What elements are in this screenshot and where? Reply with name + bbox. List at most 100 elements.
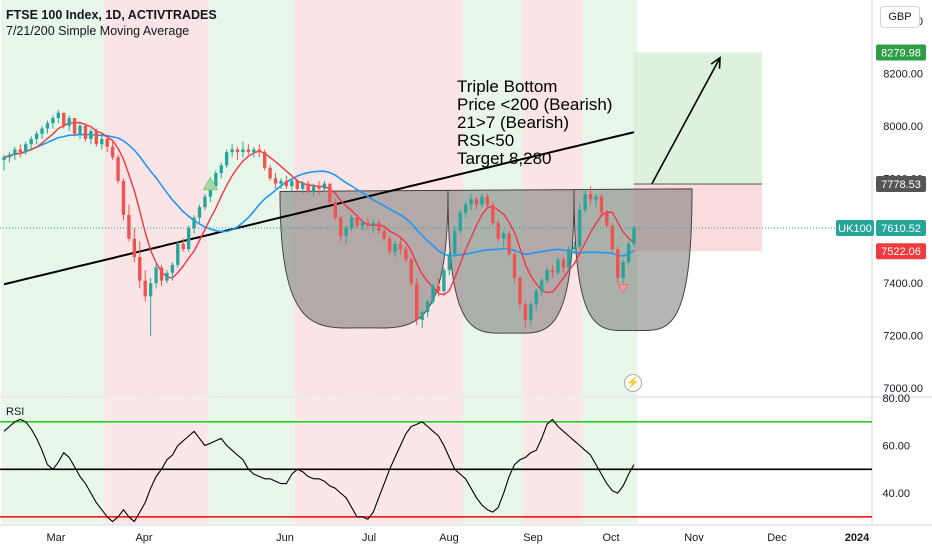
signal-zone — [218, 0, 225, 396]
signal-zone — [185, 0, 192, 396]
candle-body — [469, 199, 473, 205]
lightning-icon[interactable]: ⚡ — [624, 374, 642, 392]
candle-body — [78, 125, 82, 134]
rsi-signal-zone — [142, 398, 149, 524]
rsi-signal-zone — [538, 398, 545, 524]
candle-body — [366, 222, 370, 226]
signal-zone — [104, 0, 111, 396]
signal-zone — [17, 0, 24, 396]
rsi-signal-zone — [625, 398, 632, 524]
candle-body — [529, 304, 533, 320]
candle-body — [176, 243, 180, 265]
rsi-signal-zone — [435, 398, 442, 524]
rsi-signal-zone — [180, 398, 187, 524]
signal-zone — [71, 0, 78, 396]
candle-body — [550, 270, 555, 273]
candle-body — [583, 194, 587, 210]
currency-button[interactable]: GBP — [880, 6, 920, 28]
sma-200-line — [3, 131, 635, 286]
candle-body — [143, 280, 147, 297]
time-tick-label: Nov — [684, 532, 704, 544]
time-axis[interactable]: Mar Apr Jun Jul Aug Sep Oct Nov Dec 2024 — [47, 532, 871, 544]
rsi-signal-zone — [495, 398, 502, 524]
rsi-signal-zone — [213, 398, 220, 524]
symbol-tag: UK100 — [838, 223, 872, 235]
candle-body — [273, 178, 278, 184]
signal-zone — [175, 0, 182, 396]
time-tick-label: Jun — [276, 532, 294, 544]
candle-body — [317, 186, 321, 189]
candle-body — [431, 285, 435, 302]
rsi-signal-zone — [332, 398, 339, 524]
rsi-signal-zone — [147, 398, 154, 524]
entry-price-tag: 7778.53 — [881, 179, 921, 191]
rsi-signal-zone — [506, 398, 513, 524]
candle-body — [208, 186, 213, 197]
candle-body — [436, 285, 441, 292]
candle-body — [387, 238, 392, 252]
rsi-label[interactable]: RSI — [6, 406, 25, 418]
candle-body — [328, 183, 332, 202]
candle-body — [447, 254, 452, 271]
price-tick-label: 8200.00 — [883, 68, 923, 80]
rsi-signal-zone — [419, 398, 426, 524]
rsi-signal-zone — [381, 398, 388, 524]
signal-zone — [115, 0, 122, 396]
signal-zone — [82, 0, 89, 396]
annotation-line-5: Target 8,280 — [457, 149, 552, 168]
candle-body — [148, 283, 153, 297]
candle-body — [181, 243, 185, 250]
rsi-signal-zone — [408, 398, 415, 524]
rsi-signal-zone — [305, 398, 312, 524]
candle-body — [100, 138, 104, 145]
rsi-signal-zone — [343, 398, 350, 524]
sma-21-path — [3, 133, 635, 257]
price-labels: 8279.98 7778.53 UK100 7610.52 7522.06 — [0, 44, 926, 260]
candle-body — [453, 230, 457, 255]
candle-body — [306, 183, 310, 192]
candle-body — [561, 259, 566, 268]
candle-body — [539, 280, 544, 292]
rsi-signal-zone — [598, 398, 605, 524]
sma-200-path — [3, 131, 635, 286]
candle-body — [610, 225, 614, 250]
rsi-signal-zone — [245, 398, 252, 524]
candle-body — [105, 138, 109, 147]
rsi-signal-zone — [289, 398, 296, 524]
rsi-signal-zone — [1, 398, 8, 524]
rsi-signal-zone — [158, 398, 165, 524]
sma-21-line — [3, 133, 635, 257]
arrow-shaft — [651, 57, 721, 184]
buy-signal-triangle — [202, 176, 219, 191]
chart-title[interactable]: FTSE 100 Index, 1D, ACTIVTRADES — [6, 8, 217, 22]
rsi-signal-zone — [234, 398, 241, 524]
rsi-signal-zone — [468, 398, 475, 524]
signal-zone — [164, 0, 171, 396]
rsi-signal-zone — [522, 398, 529, 524]
rsi-signal-zone — [484, 398, 491, 524]
rsi-axis[interactable]: 40.00 60.00 80.00 — [882, 393, 910, 500]
rsi-signal-zone — [479, 398, 486, 524]
rsi-signal-zone — [251, 398, 258, 524]
candle-body — [409, 259, 414, 284]
rsi-signal-zone — [299, 398, 307, 524]
time-tick-label: Oct — [602, 532, 619, 544]
candle-body — [355, 217, 359, 226]
triple-bottom-annotation: Triple Bottom Price <200 (Bearish) 21>7 … — [457, 78, 612, 168]
candle-body — [344, 228, 348, 237]
signal-zone — [93, 0, 100, 396]
price-tick-label: 7200.00 — [883, 331, 923, 343]
rsi-signal-zone — [202, 398, 209, 524]
annotation-line-1: Triple Bottom — [457, 77, 558, 96]
symbol-tag-box — [836, 220, 874, 237]
candle-body — [203, 196, 207, 208]
time-tick-label: Mar — [47, 532, 66, 544]
rsi-signal-zone — [93, 398, 100, 524]
rsi-signal-zone — [441, 398, 448, 524]
rsi-signal-zone — [338, 398, 345, 524]
rsi-signal-zone — [71, 398, 78, 524]
candle-body — [192, 217, 196, 229]
indicator-legend[interactable]: 7/21/200 Simple Moving Average — [6, 24, 190, 38]
rsi-signal-zone — [376, 398, 383, 524]
rsi-signal-zone — [555, 398, 562, 524]
